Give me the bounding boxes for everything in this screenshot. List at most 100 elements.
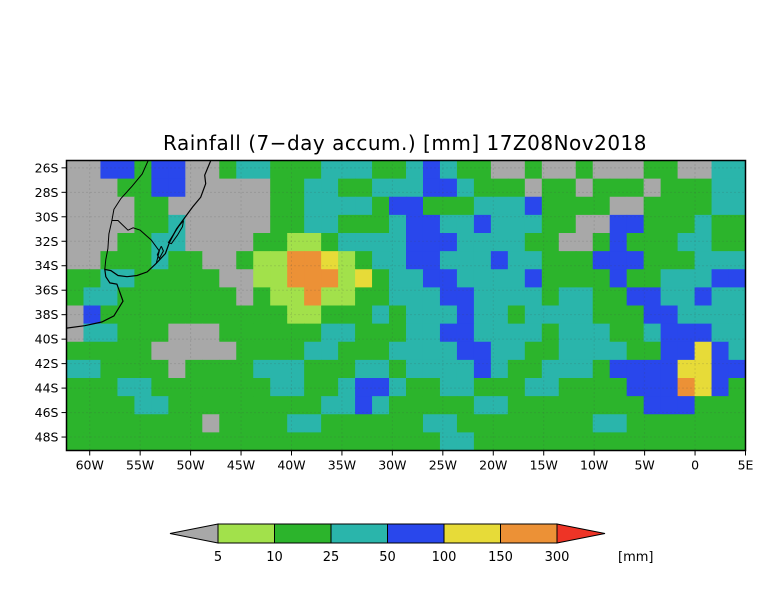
grid-cell [592, 323, 611, 343]
grid-cell [711, 214, 730, 234]
grid-cell [626, 341, 645, 361]
grid-cell [287, 233, 305, 252]
grid-cell [270, 214, 288, 234]
grid-cell [541, 414, 560, 433]
grid-cell [372, 432, 390, 451]
grid-cell [660, 214, 679, 234]
grid-cell [236, 396, 254, 415]
grid-cell [219, 414, 237, 433]
grid-cell [728, 196, 746, 216]
grid-cell [304, 233, 322, 252]
grid-cell [490, 178, 509, 198]
grid-cell [677, 414, 696, 433]
grid-cell [541, 269, 560, 288]
grid-cell [609, 359, 628, 379]
grid-cell [609, 214, 628, 234]
grid-cell [389, 305, 407, 325]
grid-cell [541, 214, 560, 234]
grid-cell [490, 414, 509, 433]
grid-cell [185, 214, 203, 234]
grid-cell [389, 214, 407, 234]
grid-cell [83, 341, 102, 361]
grid-cell [389, 160, 407, 180]
grid-cell [117, 287, 136, 307]
grid-cell [372, 160, 390, 180]
grid-cell [507, 269, 526, 288]
grid-cell [422, 432, 441, 451]
grid-cell [134, 305, 152, 325]
grid-cell [541, 160, 560, 180]
grid-cell [355, 251, 373, 270]
grid-cell [575, 359, 594, 379]
grid-cell [168, 414, 186, 433]
grid-cell [490, 432, 509, 451]
grid-cell [541, 287, 560, 307]
grid-cell [117, 251, 136, 270]
grid-cell [117, 414, 136, 433]
grid-cell [117, 178, 136, 198]
grid-cell [66, 233, 85, 252]
colorbar-units-label: [mm] [618, 550, 653, 565]
grid-cell [728, 178, 746, 198]
grid-cell [287, 432, 305, 451]
y-tick-label: 46S [35, 405, 59, 420]
grid-cell [100, 178, 119, 198]
grid-cell [406, 414, 424, 433]
grid-cell [100, 323, 119, 343]
grid-cell [507, 233, 526, 252]
grid-cell [372, 287, 390, 307]
grid-cell [592, 214, 611, 234]
grid-cell [626, 178, 645, 198]
grid-cell [406, 287, 424, 307]
grid-cell [507, 287, 526, 307]
grid-cell [456, 178, 475, 198]
grid-cell [422, 323, 441, 343]
grid-cell [355, 287, 373, 307]
grid-cell [321, 196, 339, 216]
grid-cell [287, 287, 305, 307]
colorbar-segment [274, 523, 332, 544]
grid-cell [83, 396, 102, 415]
grid-cell [456, 160, 475, 180]
grid-cell [83, 214, 102, 234]
grid-cell [372, 178, 390, 198]
x-tick-label: 50W [176, 458, 204, 473]
grid-cell [321, 414, 339, 433]
grid-cell [677, 396, 696, 415]
grid-cell [473, 160, 492, 180]
grid-cell [439, 414, 458, 433]
grid-cell [643, 359, 662, 379]
grid-cell [660, 378, 679, 397]
grid-cell [592, 378, 611, 397]
grid-cell [575, 341, 594, 361]
grid-cell [558, 269, 577, 288]
grid-cell [643, 305, 662, 325]
grid-cell [660, 178, 679, 198]
grid-cell [524, 233, 543, 252]
grid-cell [372, 196, 390, 216]
y-tick-label: 26S [35, 160, 59, 175]
grid-cell [643, 178, 662, 198]
y-tick-label: 40S [35, 332, 59, 347]
grid-cell [406, 378, 424, 397]
grid-cell [151, 214, 169, 234]
grid-cell [439, 432, 458, 451]
grid-cell [643, 233, 662, 252]
grid-cell [490, 269, 509, 288]
grid-cell [372, 233, 390, 252]
grid-cell [626, 251, 645, 270]
grid-cell [456, 196, 475, 216]
grid-cell [524, 251, 543, 270]
grid-cell [626, 305, 645, 325]
grid-cell [677, 341, 696, 361]
grid-cell [287, 214, 305, 234]
grid-cell [287, 396, 305, 415]
grid-cell [100, 305, 119, 325]
grid-cell [185, 178, 203, 198]
grid-cell [117, 396, 136, 415]
colorbar-segment [330, 523, 388, 544]
grid-cell [558, 341, 577, 361]
grid-cell [270, 414, 288, 433]
grid-cell [66, 359, 85, 379]
grid-cell [338, 378, 356, 397]
